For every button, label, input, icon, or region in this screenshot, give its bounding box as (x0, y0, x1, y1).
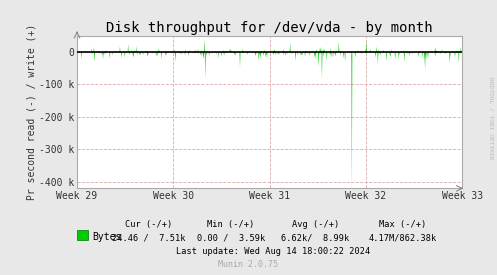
Text: Avg (-/+): Avg (-/+) (292, 220, 339, 229)
Text: 6.62k/  8.99k: 6.62k/ 8.99k (281, 233, 350, 242)
Text: 24.46 /  7.51k: 24.46 / 7.51k (112, 233, 186, 242)
Text: 0.00 /  3.59k: 0.00 / 3.59k (197, 233, 265, 242)
Text: Max (-/+): Max (-/+) (379, 220, 426, 229)
Text: RRDTOOL / TOBI OETIKER: RRDTOOL / TOBI OETIKER (488, 77, 493, 160)
Title: Disk throughput for /dev/vda - by month: Disk throughput for /dev/vda - by month (106, 21, 433, 35)
Text: Last update: Wed Aug 14 18:00:22 2024: Last update: Wed Aug 14 18:00:22 2024 (176, 247, 370, 256)
Text: Min (-/+): Min (-/+) (207, 220, 255, 229)
Text: Munin 2.0.75: Munin 2.0.75 (219, 260, 278, 269)
Text: Cur (-/+): Cur (-/+) (125, 220, 173, 229)
Text: Bytes: Bytes (92, 232, 121, 242)
Y-axis label: Pr second read (-) / write (+): Pr second read (-) / write (+) (26, 24, 36, 200)
Text: 4.17M/862.38k: 4.17M/862.38k (368, 233, 437, 242)
